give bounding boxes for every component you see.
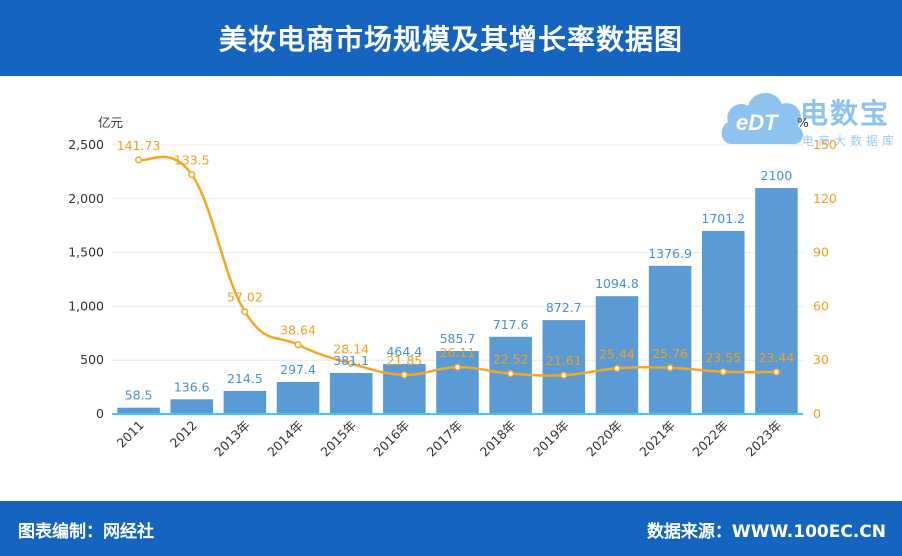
x-tick-label: 2018年 (477, 418, 519, 460)
bar-value-label: 1094.8 (595, 276, 639, 291)
data-labels: 58.5 136.6 214.5 297.4 381.1 464.4 585.7 717.6 8… (117, 138, 795, 403)
line-point (666, 364, 674, 372)
bar-value-label: 464.4 (386, 344, 422, 359)
line-value-label: 28.14 (333, 342, 369, 357)
bar (117, 407, 160, 414)
bar (170, 399, 213, 414)
footer-source: 数据来源：WWW.100EC.CN (646, 522, 886, 542)
bar-value-label: 872.7 (546, 300, 582, 315)
line-value-label: 38.64 (280, 323, 316, 338)
bar-value-label: 585.7 (440, 331, 476, 346)
y2-tick-label: 120 (813, 191, 837, 206)
line-value-label: 133.5 (174, 153, 210, 168)
x-tick-label: 2012 (167, 418, 200, 451)
bar (276, 381, 320, 414)
y2-tick-label: 60 (813, 298, 829, 313)
line-value-label: 21.85 (386, 353, 422, 368)
x-tick-label: 2020年 (583, 418, 625, 460)
chart-title: 美妆电商市场规模及其增长率数据图 (218, 23, 683, 56)
bar-value-label: 58.5 (125, 388, 153, 403)
line-value-label: 25.76 (652, 346, 688, 361)
y2-tick-label: 0 (813, 406, 821, 421)
logo-mark: eDT (736, 110, 778, 135)
x-tick-label: 2019年 (530, 418, 572, 460)
x-tick-label: 2011 (114, 418, 147, 451)
x-tick-label: 2022年 (689, 418, 731, 460)
x-tick-label: 2014年 (264, 418, 306, 460)
bar (702, 230, 745, 414)
bar-value-label: 1701.2 (701, 211, 745, 226)
bar-series (117, 188, 798, 414)
line-point (400, 371, 408, 379)
y-tick-label: 1,000 (68, 298, 104, 313)
line-value-label: 22.52 (493, 352, 529, 367)
y2-axis-unit: % (797, 115, 809, 130)
y2-tick-label: 90 (813, 245, 829, 260)
edt-logo: eDT 电数宝 电商大数据库 (718, 84, 902, 156)
bar (223, 390, 267, 414)
y2-tick-label: 30 (813, 352, 829, 367)
footer-credit: 图表编制：网经社 (18, 522, 154, 542)
bar-value-label: 136.6 (174, 379, 210, 394)
bar (648, 265, 692, 414)
y-tick-label: 0 (96, 406, 104, 421)
bar-value-label: 381.1 (333, 353, 369, 368)
y-axis-unit: 亿元 (98, 115, 123, 130)
line-point (719, 368, 727, 376)
bar-value-label: 214.5 (227, 371, 263, 386)
bar-value-label: 1376.9 (648, 246, 692, 261)
logo-subtitle: 电商大数据库 (802, 134, 899, 148)
y-tick-label: 2,500 (68, 137, 104, 152)
x-tick-label: 2017年 (424, 418, 466, 460)
grid-lines (112, 144, 803, 361)
line-value-label: 57.02 (227, 290, 263, 305)
line-series (135, 155, 780, 379)
line-value-label: 26.11 (440, 345, 476, 360)
line-value-label: 23.55 (705, 350, 741, 365)
line-point (135, 156, 143, 164)
bar-value-label: 717.6 (493, 317, 529, 332)
x-tick-label: 2023年 (743, 418, 785, 460)
bar (436, 350, 479, 414)
line-point (294, 341, 302, 349)
bar (755, 188, 798, 414)
bar-value-label: 2100 (761, 168, 793, 183)
line-point (772, 368, 780, 376)
y-tick-label: 1,500 (68, 245, 104, 260)
line-point (613, 364, 621, 372)
cloud-logo-icon (721, 92, 804, 145)
line-point (188, 171, 196, 179)
y2-tick-label: 150 (813, 137, 837, 152)
y-tick-label: 500 (80, 352, 104, 367)
line-value-label: 141.73 (117, 138, 161, 153)
bar (542, 320, 586, 414)
chart-title-banner: 美妆电商市场规模及其增长率数据图 (0, 0, 902, 76)
bar (595, 296, 639, 414)
x-tick-label: 2013年 (211, 418, 253, 460)
bar-value-label: 297.4 (280, 362, 316, 377)
bar (329, 372, 373, 414)
x-tick-label: 2021年 (636, 418, 678, 460)
line-point (453, 363, 462, 371)
x-tick-label: 2015年 (317, 418, 359, 460)
line-point (560, 371, 568, 379)
line-point (241, 308, 249, 316)
logo-name: 电数宝 (800, 97, 891, 130)
line-point (507, 370, 515, 378)
footer-bar: 图表编制：网经社 数据来源：WWW.100EC.CN (0, 501, 902, 556)
line-value-label: 23.44 (759, 350, 795, 365)
line-value-label: 21.61 (546, 353, 582, 368)
line-point (347, 359, 355, 368)
line-value-label: 25.44 (599, 346, 635, 361)
x-tick-label: 2016年 (371, 418, 413, 460)
y-tick-label: 2,000 (68, 191, 104, 206)
